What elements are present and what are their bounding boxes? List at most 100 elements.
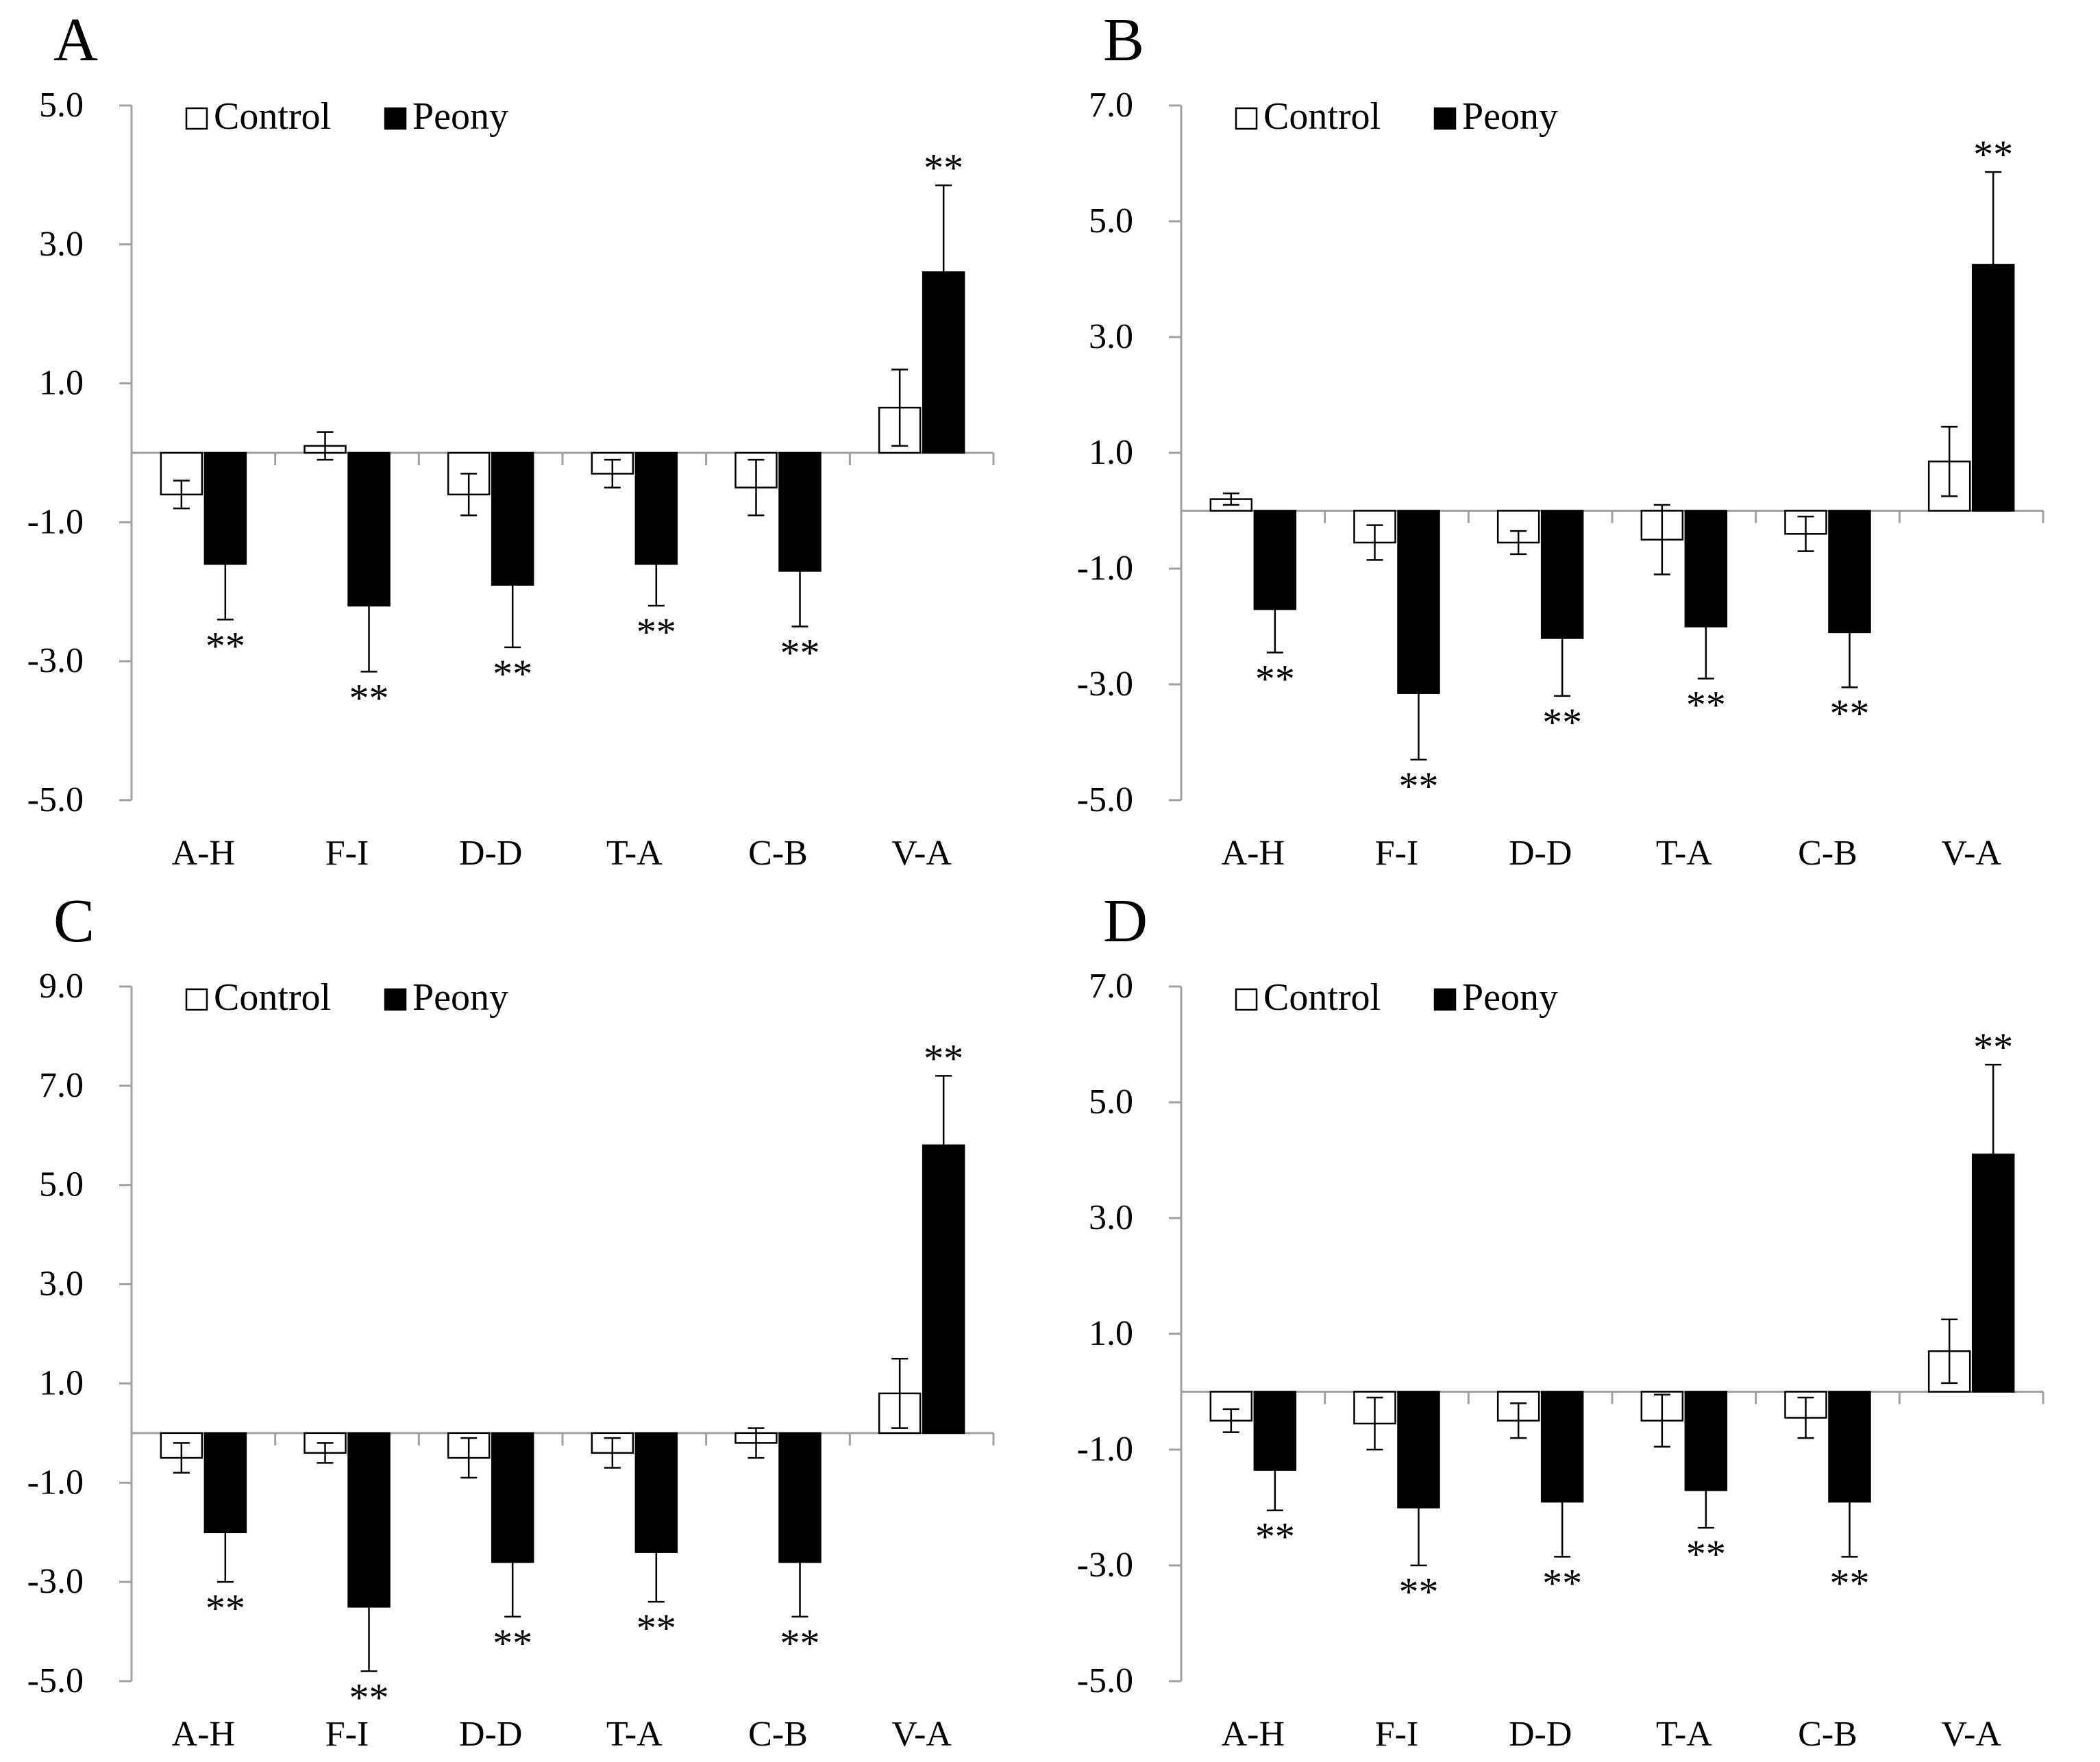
panel-c-significance-label: ** (924, 1036, 963, 1080)
panel-a-y-tick-label: 1.0 (39, 364, 84, 403)
panel-d-bar-peony-a-h (1253, 1391, 1297, 1471)
panel-a-significance-label: ** (924, 146, 963, 190)
panel-b-y-tick-label: -3.0 (1077, 665, 1133, 704)
panel-c-bar-peony-a-h (203, 1432, 247, 1533)
panel-b-bar-peony-t-a (1684, 510, 1728, 628)
panel-c-legend-label-control: Control (214, 976, 331, 1019)
panel-d-bar-peony-c-b (1828, 1391, 1871, 1503)
panel-c-y-tick-label: -3.0 (27, 1562, 84, 1601)
panel-a-significance-label: ** (349, 675, 389, 720)
panel-c-legend-label-peony: Peony (412, 976, 508, 1019)
panel-c-chart: C9.07.05.03.01.0-1.0-3.0-5.0A-H**F-I**D-… (27, 887, 995, 1754)
panel-c-y-tick-label: 1.0 (39, 1363, 84, 1402)
panel-a-letter: A (53, 6, 98, 74)
panel-b-bar-peony-c-b (1828, 510, 1871, 634)
panel-a-significance-label: ** (637, 610, 676, 654)
panel-b-y-tick-label: 3.0 (1089, 317, 1133, 356)
panel-d-legend-label-control: Control (1263, 976, 1381, 1019)
panel-a-legend-label-control: Control (214, 95, 331, 138)
panel-c-category-label: T-A (606, 1715, 663, 1754)
panel-c-category-label: F-I (325, 1715, 369, 1754)
panel-d-y-tick-label: 5.0 (1089, 1082, 1133, 1121)
panel-d-bar-peony-v-a (1971, 1153, 2015, 1393)
panel-d-category-label: C-B (1798, 1715, 1857, 1754)
panel-d-category-label: V-A (1941, 1715, 2001, 1754)
panel-c-y-tick-label: 7.0 (39, 1066, 84, 1105)
panel-c-legend-swatch-control (185, 988, 208, 1011)
panel-b-bar-peony-d-d (1540, 510, 1584, 639)
panel-a-y-tick-label: 5.0 (39, 86, 84, 125)
panel-a-chart: A 5.0 3.0 1.0 -1.0 -3.0 -5.0 A-H ** F-I ** D-D ** T-A… (27, 6, 995, 873)
panel-d-bar-peony-f-i (1397, 1391, 1440, 1509)
panel-b-y-tick-label: -1.0 (1077, 549, 1133, 588)
panel-d-y-tick-label: -1.0 (1077, 1430, 1133, 1469)
panel-b-chart: B 7.0 5.0 3.0 1.0 -1.0 -3.0 -5.0 A-H ** F-I ** D-D **… (1077, 6, 2045, 873)
panel-a-significance-label: ** (780, 631, 820, 675)
panel-b-category-label: C-B (1798, 834, 1857, 873)
panel-d-significance-label: ** (1830, 1561, 1870, 1605)
panel-b-category-label: F-I (1375, 834, 1419, 873)
panel-c-bar-peony-c-b (778, 1432, 822, 1563)
panel-d-bar-peony-t-a (1684, 1391, 1728, 1491)
panel-b-legend-swatch-peony (1433, 107, 1457, 130)
panel-a-bar-peony-f-i (347, 451, 391, 607)
panel-a-legend-label-peony: Peony (412, 95, 508, 138)
panel-a-significance-label: ** (206, 623, 245, 668)
panel-a-category-label: F-I (325, 834, 369, 873)
panel-d-y-tick-label: -5.0 (1077, 1661, 1133, 1700)
panel-d-chart: D 7.0 5.0 3.0 1.0 -1.0 -3.0 -5.0 A-H ** F-I ** D-D **… (1077, 887, 2045, 1754)
panel-d-legend-swatch-peony (1433, 988, 1457, 1011)
panel-b-significance-label: ** (1686, 683, 1726, 728)
panel-d-y-tick-label: 1.0 (1089, 1314, 1133, 1353)
panel-c-legend-swatch-peony (384, 988, 407, 1011)
panel-a-category-label: D-D (459, 834, 522, 873)
panel-d-category-label: T-A (1656, 1715, 1712, 1754)
panel-d-category-label: F-I (1375, 1715, 1419, 1754)
panel-d-significance-label: ** (1973, 1025, 2013, 1069)
panel-b-legend-label-control: Control (1263, 95, 1381, 138)
panel-b-category-label: D-D (1509, 834, 1572, 873)
panel-c-significance-label: ** (637, 1606, 676, 1650)
panel-a-bar-peony-d-d (491, 451, 534, 586)
panel-a-y-tick-label: -5.0 (27, 780, 84, 819)
panel-b-significance-label: ** (1830, 691, 1870, 736)
panel-a-category-label: A-H (172, 834, 235, 873)
panel-c-category-label: C-B (748, 1715, 808, 1754)
panel-c-significance-label: ** (206, 1586, 245, 1630)
panel-b-y-tick-label: 1.0 (1089, 433, 1133, 472)
panel-b-significance-label: ** (1542, 700, 1582, 745)
panel-a-bar-peony-t-a (634, 451, 678, 565)
panel-a-bar-peony-c-b (778, 451, 822, 572)
panel-c-y-tick-label: 3.0 (39, 1265, 84, 1304)
panel-b-bar-peony-v-a (1971, 264, 2015, 512)
panel-d-significance-label: ** (1542, 1561, 1582, 1605)
panel-d-y-tick-label: 7.0 (1089, 967, 1133, 1006)
panel-d-significance-label: ** (1399, 1569, 1439, 1614)
panel-a-legend-swatch-control (185, 107, 208, 130)
panel-b-significance-label: ** (1399, 764, 1439, 808)
panel-d-letter: D (1103, 887, 1148, 955)
panel-d-category-label: A-H (1222, 1715, 1285, 1754)
panel-b-y-tick-label: 5.0 (1089, 201, 1133, 240)
panel-a-bar-peony-a-h (203, 451, 247, 565)
panel-c-bar-peony-f-i (347, 1432, 391, 1608)
panel-a-y-tick-label: 3.0 (39, 225, 84, 264)
panel-a-y-tick-label: -1.0 (27, 502, 84, 541)
panel-b-significance-label: ** (1255, 657, 1295, 702)
panel-c-significance-label: ** (349, 1676, 389, 1720)
panel-b-y-tick-label: 7.0 (1089, 86, 1133, 125)
panel-c-significance-label: ** (493, 1621, 532, 1665)
panel-b-letter: B (1103, 6, 1144, 74)
panel-d-category-label: D-D (1509, 1715, 1572, 1754)
panel-c-y-tick-label: -1.0 (27, 1463, 84, 1502)
panel-d-legend-label-peony: Peony (1462, 976, 1558, 1019)
panel-b-category-label: A-H (1222, 834, 1285, 873)
panel-b-bar-peony-f-i (1397, 510, 1440, 694)
panel-b-category-label: V-A (1941, 834, 2001, 873)
panel-d-significance-label: ** (1686, 1532, 1726, 1576)
panel-a-category-label: C-B (748, 834, 808, 873)
panel-d-significance-label: ** (1255, 1515, 1295, 1559)
panel-d-y-tick-label: 3.0 (1089, 1198, 1133, 1237)
panel-a-bar-peony-v-a (922, 271, 965, 454)
